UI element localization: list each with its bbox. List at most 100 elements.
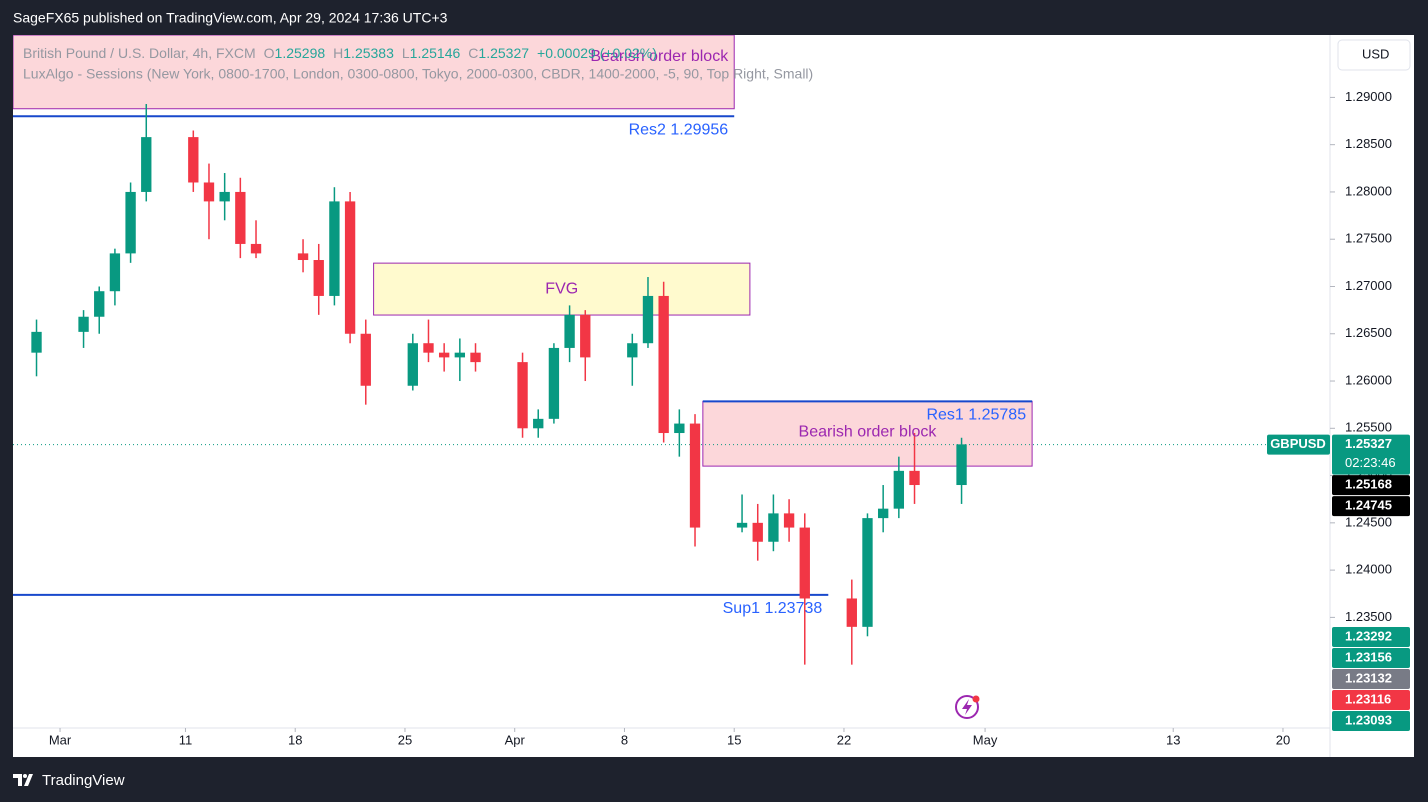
- candle-body: [94, 291, 105, 317]
- price-tag: [1332, 496, 1410, 517]
- price-tag-label: 1.23132: [1345, 670, 1392, 685]
- symbol-tag-label: GBPUSD: [1270, 436, 1326, 451]
- level-label: Sup1 1.23738: [723, 600, 823, 617]
- price-tag-label: 1.23292: [1345, 628, 1392, 643]
- y-tick-label: 1.28500: [1345, 136, 1392, 151]
- price-tag: [1332, 475, 1410, 496]
- candle-body: [627, 343, 638, 358]
- candle-body: [783, 513, 795, 528]
- y-tick-label: 1.27000: [1345, 278, 1392, 293]
- candle-body: [674, 423, 685, 434]
- zone: [702, 400, 1033, 467]
- chart-panel: [13, 35, 1414, 757]
- price-tag-label: 1.23156: [1345, 649, 1392, 664]
- candle-body: [407, 343, 418, 386]
- zone-label: Bearish order block: [799, 423, 938, 440]
- zone-label: FVG: [545, 280, 578, 297]
- candle-body: [768, 513, 779, 542]
- legend-o: O: [264, 45, 275, 61]
- candle-body: [454, 352, 466, 358]
- legend-line: British Pound / U.S. Dollar, 4h, FXCM O1.…: [23, 45, 657, 61]
- legend-o-value: 1.25298: [275, 45, 326, 61]
- last-price-tag: [1332, 434, 1410, 475]
- candle-body: [344, 201, 356, 334]
- legend-symbol: British Pound / U.S. Dollar, 4h, FXCM: [23, 45, 256, 61]
- x-tick-label: 13: [1166, 732, 1180, 747]
- alert-icon: [955, 695, 980, 719]
- x-tick-label: Mar: [49, 732, 72, 747]
- x-tick-label: 18: [288, 732, 302, 747]
- x-tick-label: May: [973, 732, 998, 747]
- candle-body: [580, 314, 591, 358]
- candle-body: [564, 314, 575, 348]
- currency-label[interactable]: USD: [1362, 46, 1389, 61]
- candle-body: [642, 295, 654, 344]
- candle-body: [313, 260, 324, 296]
- candle-body: [752, 522, 763, 542]
- candle-body: [235, 191, 246, 244]
- zone: [373, 262, 751, 316]
- price-tag-label: 1.25168: [1345, 477, 1392, 492]
- candle-body: [125, 191, 136, 254]
- x-tick-label: 15: [727, 732, 741, 747]
- candle-body: [658, 295, 669, 434]
- header-text: SageFX65 published on TradingView.com, A…: [13, 10, 448, 26]
- brand-text: TradingView: [42, 772, 125, 789]
- candle-body: [846, 598, 857, 627]
- price-tag: [1332, 711, 1410, 732]
- candle-body: [203, 182, 215, 202]
- axes: 1.29000 1.28500 1.28000 1.27500 1.27000 1.265…: [49, 89, 1410, 747]
- candle-body: [517, 362, 528, 429]
- y-tick-label: 1.26500: [1345, 325, 1392, 340]
- candle-body: [862, 518, 873, 627]
- legend-l-value: 1.25146: [410, 45, 461, 61]
- candle-body: [188, 137, 199, 183]
- price-tag-label: 1.23093: [1345, 712, 1392, 727]
- candle-body: [909, 470, 920, 486]
- y-tick-label: 1.25500: [1345, 420, 1392, 435]
- countdown-label: 02:23:46: [1345, 455, 1396, 470]
- plot: Bearish order block FVG Bearish order bloc…: [13, 35, 1330, 665]
- price-tag: [1332, 669, 1410, 690]
- candle-body: [329, 201, 340, 296]
- y-tick-label: 1.24500: [1345, 514, 1392, 529]
- candle-body: [956, 444, 967, 486]
- x-tick-label: Apr: [505, 732, 526, 747]
- x-tick-label: 22: [837, 732, 851, 747]
- candle-body: [548, 347, 560, 419]
- x-tick-label: 20: [1276, 732, 1290, 747]
- candle-body: [250, 243, 262, 254]
- legend-change: +0.00029 (+0.02%): [537, 45, 657, 61]
- legend-c: C: [468, 45, 478, 61]
- last-price-label: 1.25327: [1345, 436, 1392, 451]
- level-label: Res1 1.25785: [926, 407, 1026, 424]
- x-tick-label: 11: [179, 732, 193, 747]
- candle-body: [470, 352, 481, 363]
- legend-c-value: 1.25327: [478, 45, 529, 61]
- candle-body: [78, 316, 89, 332]
- zone: [13, 35, 735, 110]
- candle-body: [893, 470, 905, 509]
- price-tag: [1332, 690, 1410, 711]
- brand-logo: [13, 774, 33, 786]
- currency-button[interactable]: [1337, 39, 1411, 71]
- price-tag: [1332, 627, 1410, 648]
- x-tick-label: 25: [398, 732, 412, 747]
- x-tick-label: 8: [621, 732, 628, 747]
- candle-body: [533, 418, 544, 429]
- candle-body: [689, 423, 701, 528]
- symbol-tag: [1267, 434, 1330, 455]
- candle-body: [438, 352, 450, 358]
- y-tick-label: 1.24000: [1345, 562, 1392, 577]
- candle-body: [360, 333, 371, 386]
- y-tick-label: 1.29000: [1345, 89, 1392, 104]
- y-tick-label: 1.26000: [1345, 372, 1392, 387]
- candle-body: [219, 191, 230, 202]
- y-tick-label: 1.27500: [1345, 231, 1392, 246]
- price-tag-label: 1.23116: [1345, 691, 1391, 706]
- legend-l: L: [402, 45, 410, 61]
- y-tick-label: 1.23500: [1345, 609, 1392, 624]
- legend-indicator: LuxAlgo - Sessions (New York, 0800-1700,…: [23, 66, 813, 82]
